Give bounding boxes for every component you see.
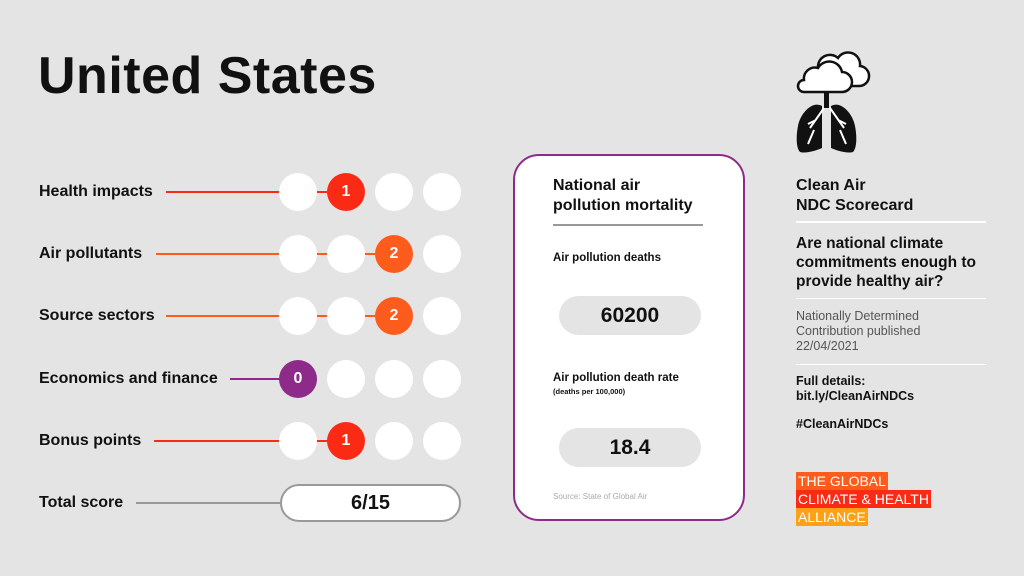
- published-date: 22/04/2021: [796, 339, 859, 353]
- score-marker: 2: [375, 235, 413, 273]
- score-slot: [279, 235, 317, 273]
- hashtag: #CleanAirNDCs: [796, 417, 889, 431]
- logo-line-1: THE GLOBAL: [796, 472, 888, 490]
- category-label: Economics and finance: [39, 370, 218, 387]
- alliance-logo: THE GLOBAL CLIMATE & HEALTH ALLIANCE: [796, 472, 931, 526]
- details-label: Full details:: [796, 374, 866, 388]
- total-line: [136, 502, 280, 504]
- score-slot: [423, 297, 461, 335]
- category-label: Source sectors: [39, 307, 155, 324]
- score-slot: [327, 360, 365, 398]
- score-slot: [279, 297, 317, 335]
- divider: [796, 298, 986, 299]
- logo-line-3: ALLIANCE: [796, 508, 868, 526]
- details-link[interactable]: bit.ly/CleanAirNDCs: [796, 389, 915, 403]
- score-slot: [423, 235, 461, 273]
- score-slot: [327, 297, 365, 335]
- score-slot: [423, 422, 461, 460]
- divider: [796, 221, 986, 223]
- score-slot: [375, 360, 413, 398]
- total-label: Total score: [39, 494, 124, 511]
- score-marker: 1: [327, 173, 365, 211]
- score-line: [156, 253, 394, 255]
- rate-unit: (deaths per 100,000): [553, 387, 626, 396]
- total-score: 6/15: [280, 484, 461, 522]
- score-slot: [423, 360, 461, 398]
- page-title: United States: [38, 47, 377, 105]
- score-marker: 0: [279, 360, 317, 398]
- cloud-lungs-icon: [796, 51, 871, 153]
- score-slot: [327, 235, 365, 273]
- scorecard-title-2: NDC Scorecard: [796, 197, 914, 214]
- score-line: [166, 191, 346, 193]
- published-line-2: Contribution published: [796, 324, 921, 338]
- category-label: Health impacts: [39, 183, 153, 200]
- deaths-value: 60200: [559, 296, 701, 335]
- deaths-label: Air pollution deaths: [553, 252, 661, 264]
- mortality-card: National air pollution mortality Air pol…: [513, 154, 745, 521]
- source-note: Source: State of Global Air: [553, 492, 648, 501]
- category-label: Bonus points: [39, 432, 142, 449]
- logo-line-2: CLIMATE & HEALTH: [796, 490, 931, 508]
- divider: [796, 364, 986, 365]
- score-slot: [375, 422, 413, 460]
- question: Are national climate commitments enough …: [796, 235, 976, 290]
- score-marker: 2: [375, 297, 413, 335]
- score-slot: [375, 173, 413, 211]
- published-line-1: Nationally Determined: [796, 309, 919, 323]
- score-slot: [423, 173, 461, 211]
- score-marker: 1: [327, 422, 365, 460]
- rate-label: Air pollution death rate: [553, 372, 679, 384]
- category-label: Air pollutants: [39, 245, 143, 262]
- rate-value: 18.4: [559, 428, 701, 467]
- score-slot: [279, 173, 317, 211]
- score-line: [154, 440, 346, 442]
- score-slot: [279, 422, 317, 460]
- card-divider: [553, 224, 703, 226]
- score-line: [230, 378, 298, 380]
- card-title: National air pollution mortality: [553, 177, 693, 214]
- scorecard-title-1: Clean Air: [796, 177, 866, 194]
